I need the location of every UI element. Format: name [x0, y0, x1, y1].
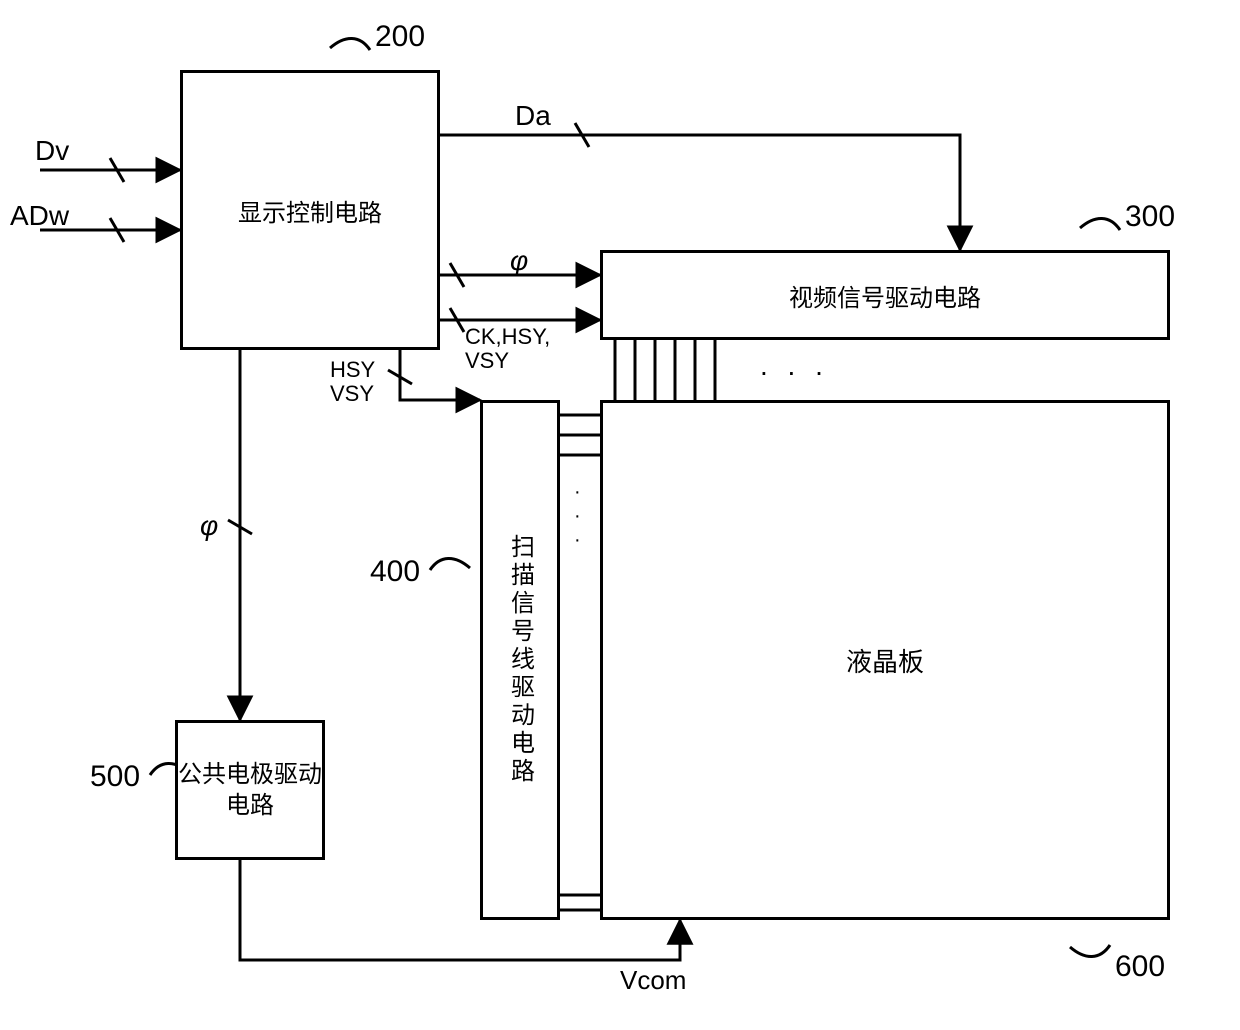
block-scan-driver-label: 扫描信号线驱动电路 [503, 534, 538, 786]
signal-da: Da [515, 100, 551, 132]
block-video-driver-label: 视频信号驱动电路 [789, 278, 981, 313]
block-display-control: 显示控制电路 [180, 70, 440, 350]
signal-ck-hsy-vsy: CK,HSY, VSY [465, 325, 550, 373]
block-scan-driver: 扫描信号线驱动电路 [480, 400, 560, 920]
ref-600: 600 [1115, 950, 1165, 984]
block-common-electrode-driver-label: 公共电极驱动电路 [178, 759, 322, 821]
diagram-canvas: 显示控制电路 视频信号驱动电路 扫描信号线驱动电路 公共电极驱动电路 液晶板 2… [0, 0, 1240, 1030]
signal-dv: Dv [35, 135, 69, 167]
signal-hsy-vsy: HSY VSY [330, 358, 375, 406]
block-common-electrode-driver: 公共电极驱动电路 [175, 720, 325, 860]
block-lcd-panel-label: 液晶板 [846, 642, 924, 679]
signal-adw: ADw [10, 200, 69, 232]
signal-phi-to-300: φ [510, 245, 528, 277]
signal-phi-to-500: φ [200, 510, 218, 542]
block-lcd-panel: 液晶板 [600, 400, 1170, 920]
bus-vdots: · · · [574, 480, 581, 552]
signal-vcom: Vcom [620, 965, 686, 996]
ref-500: 500 [90, 760, 140, 794]
block-video-driver: 视频信号驱动电路 [600, 250, 1170, 340]
block-display-control-label: 显示控制电路 [238, 193, 382, 228]
bus-hdots: . . . [760, 350, 829, 382]
ref-400: 400 [370, 555, 420, 589]
ref-200: 200 [375, 20, 425, 54]
ref-300: 300 [1125, 200, 1175, 234]
